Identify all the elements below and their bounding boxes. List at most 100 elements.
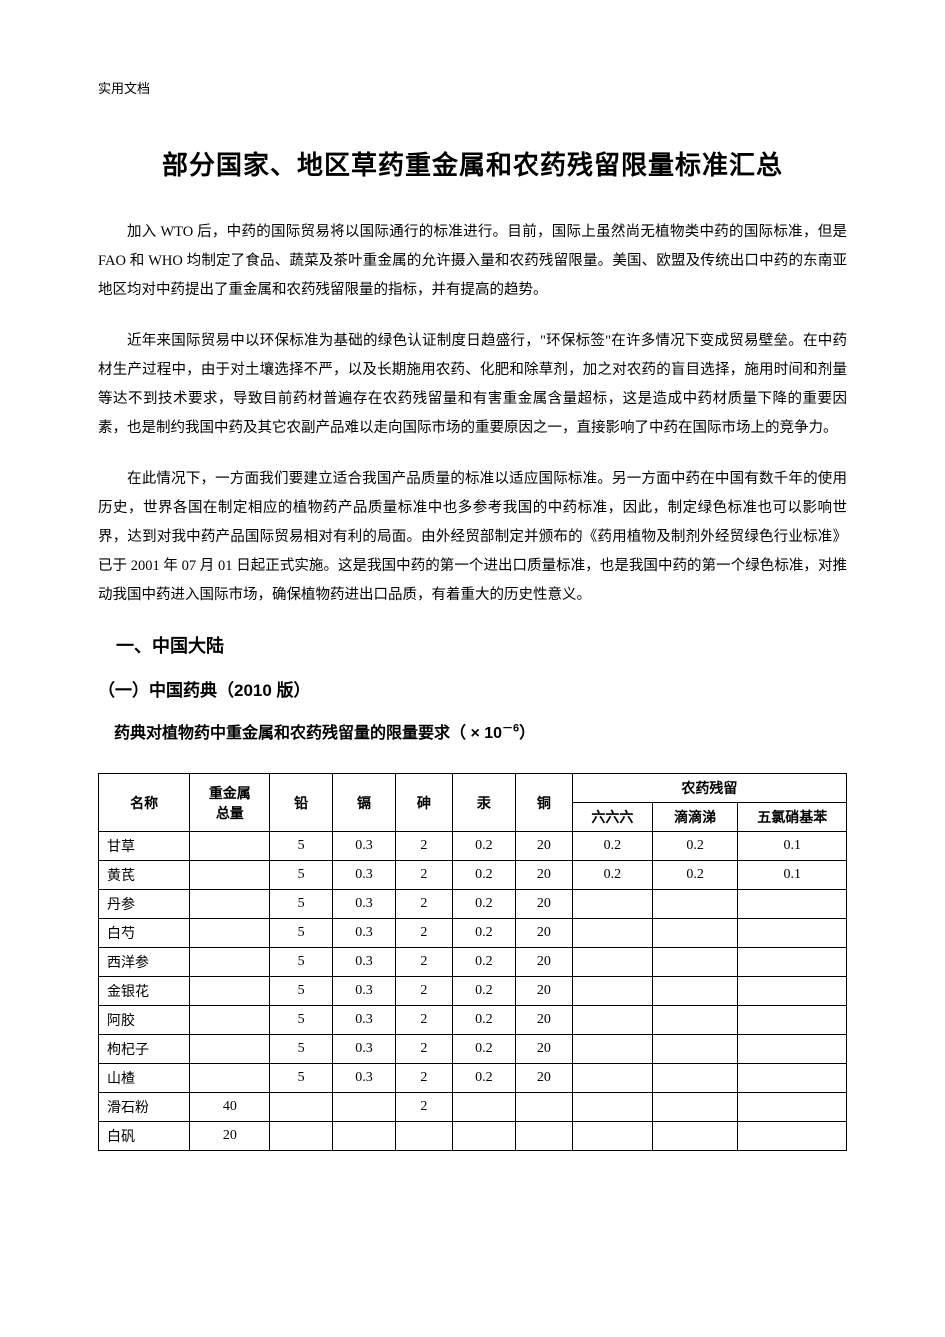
cell-heavy: [190, 1064, 270, 1093]
cell-cu: [515, 1093, 572, 1122]
table-row: 西洋参 5 0.3 2 0.2 20: [99, 948, 847, 977]
cell-p2: [652, 948, 738, 977]
table-row: 白芍 5 0.3 2 0.2 20: [99, 919, 847, 948]
cell-heavy: [190, 977, 270, 1006]
cell-pb: 5: [270, 861, 333, 890]
cell-pb: 5: [270, 948, 333, 977]
cell-hg: 0.2: [452, 861, 515, 890]
col-header-cd: 镉: [333, 774, 396, 832]
cell-p2: [652, 1006, 738, 1035]
cell-cd: 0.3: [333, 1064, 396, 1093]
cell-as: 2: [395, 1035, 452, 1064]
cell-cd: 0.3: [333, 861, 396, 890]
cell-as: 2: [395, 1093, 452, 1122]
cell-p2: [652, 1093, 738, 1122]
cell-cd: 0.3: [333, 1035, 396, 1064]
col-header-p1: 六六六: [572, 803, 652, 832]
cell-as: 2: [395, 977, 452, 1006]
cell-pb: 5: [270, 1064, 333, 1093]
table-header-row-1: 名称 重金属 总量 铅 镉 砷 汞 铜 农药残留: [99, 774, 847, 803]
cell-hg: 0.2: [452, 1064, 515, 1093]
cell-p1: [572, 977, 652, 1006]
cell-p1: [572, 890, 652, 919]
table-row: 滑石粉 40 2: [99, 1093, 847, 1122]
cell-p2: [652, 890, 738, 919]
cell-heavy: [190, 1035, 270, 1064]
cell-hg: 0.2: [452, 977, 515, 1006]
col-header-p2: 滴滴涕: [652, 803, 738, 832]
cell-heavy: [190, 948, 270, 977]
col-header-p3: 五氯硝基苯: [738, 803, 847, 832]
cell-name: 滑石粉: [99, 1093, 190, 1122]
cell-p3: [738, 1006, 847, 1035]
cell-p3: 0.1: [738, 832, 847, 861]
header-label: 实用文档: [98, 78, 847, 97]
col-header-heavy-total: 重金属 总量: [190, 774, 270, 832]
subsection-heading: （一）中国药典（2010 版）: [98, 676, 847, 701]
cell-name: 甘草: [99, 832, 190, 861]
cell-cu: 20: [515, 948, 572, 977]
cell-p2: 0.2: [652, 832, 738, 861]
col-header-cu: 铜: [515, 774, 572, 832]
paragraph-2: 近年来国际贸易中以环保标准为基础的绿色认证制度日趋盛行，"环保标签"在许多情况下…: [98, 327, 847, 443]
cell-as: 2: [395, 948, 452, 977]
document-page: 实用文档 部分国家、地区草药重金属和农药残留限量标准汇总 加入 WTO 后，中药…: [0, 0, 945, 1211]
cell-p1: [572, 1064, 652, 1093]
table-row: 阿胶 5 0.3 2 0.2 20: [99, 1006, 847, 1035]
cell-cu: [515, 1122, 572, 1151]
cell-cd: 0.3: [333, 948, 396, 977]
cell-heavy: 20: [190, 1122, 270, 1151]
cell-cu: 20: [515, 832, 572, 861]
cell-p2: [652, 1035, 738, 1064]
cell-cu: 20: [515, 1006, 572, 1035]
cell-hg: 0.2: [452, 1006, 515, 1035]
table-title-exponent: －6: [502, 723, 519, 735]
cell-name: 白矾: [99, 1122, 190, 1151]
cell-heavy: [190, 919, 270, 948]
table-row: 山楂 5 0.3 2 0.2 20: [99, 1064, 847, 1093]
table-row: 白矾 20: [99, 1122, 847, 1151]
cell-cd: 0.3: [333, 1006, 396, 1035]
cell-name: 西洋参: [99, 948, 190, 977]
cell-p3: [738, 948, 847, 977]
cell-pb: 5: [270, 1006, 333, 1035]
cell-pb: 5: [270, 977, 333, 1006]
cell-p3: [738, 1064, 847, 1093]
cell-p3: [738, 1035, 847, 1064]
cell-pb: 5: [270, 1035, 333, 1064]
cell-as: 2: [395, 1064, 452, 1093]
cell-as: 2: [395, 1006, 452, 1035]
cell-pb: 5: [270, 890, 333, 919]
cell-cu: 20: [515, 919, 572, 948]
cell-hg: 0.2: [452, 890, 515, 919]
cell-heavy: [190, 832, 270, 861]
cell-p1: [572, 1006, 652, 1035]
cell-heavy: [190, 1006, 270, 1035]
cell-cd: [333, 1122, 396, 1151]
cell-heavy: [190, 861, 270, 890]
cell-name: 阿胶: [99, 1006, 190, 1035]
cell-p3: 0.1: [738, 861, 847, 890]
table-row: 丹参 5 0.3 2 0.2 20: [99, 890, 847, 919]
col-header-hg: 汞: [452, 774, 515, 832]
cell-hg: [452, 1122, 515, 1151]
col-header-pb: 铅: [270, 774, 333, 832]
cell-cd: 0.3: [333, 919, 396, 948]
cell-p1: 0.2: [572, 832, 652, 861]
cell-name: 山楂: [99, 1064, 190, 1093]
cell-p1: 0.2: [572, 861, 652, 890]
table-row: 金银花 5 0.3 2 0.2 20: [99, 977, 847, 1006]
cell-as: 2: [395, 832, 452, 861]
cell-as: 2: [395, 861, 452, 890]
cell-as: 2: [395, 890, 452, 919]
table-title-suffix: ）: [519, 725, 535, 742]
cell-p3: [738, 890, 847, 919]
cell-name: 白芍: [99, 919, 190, 948]
col-header-name: 名称: [99, 774, 190, 832]
cell-heavy: 40: [190, 1093, 270, 1122]
cell-cd: 0.3: [333, 977, 396, 1006]
cell-p1: [572, 1122, 652, 1151]
table-row: 枸杞子 5 0.3 2 0.2 20: [99, 1035, 847, 1064]
cell-name: 金银花: [99, 977, 190, 1006]
main-title: 部分国家、地区草药重金属和农药残留限量标准汇总: [98, 145, 847, 182]
